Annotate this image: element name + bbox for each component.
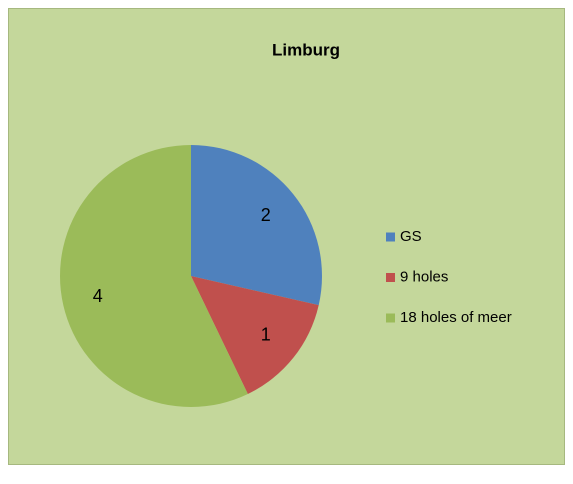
pie-slice (191, 276, 319, 395)
chart-title: Limburg (272, 40, 340, 59)
legend-swatch (386, 273, 395, 282)
legend-swatch (386, 232, 395, 242)
legend-label: 18 holes of meer (400, 309, 512, 326)
data-label: 4 (93, 286, 103, 306)
data-label: 2 (261, 205, 271, 225)
legend-swatch (386, 313, 395, 323)
legend-label: 9 holes (400, 268, 448, 285)
pie-slice (59, 145, 248, 407)
data-label: 1 (261, 324, 271, 344)
legend-label: GS (400, 228, 422, 245)
pie-slice (191, 145, 322, 306)
